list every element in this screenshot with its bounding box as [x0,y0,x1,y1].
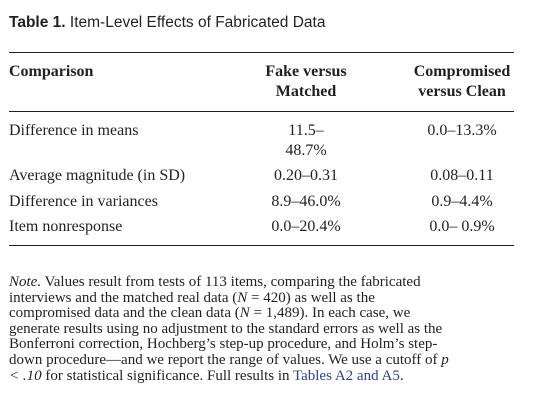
note-label: Note. [9,274,42,290]
table-bottom-rule [9,245,514,246]
cell-fake-difference-in-variances: 8.9–46.0% [271,193,341,210]
header-fake-line1: Fake versus [265,63,347,80]
cell-fake-difference-in-means-line2: 48.7% [285,142,327,159]
table-note: Note. Values result from tests of 113 it… [9,274,514,385]
row-label-item-nonresponse: Item nonresponse [9,218,123,235]
row-label-difference-in-means: Difference in means [9,122,139,139]
table-caption: Table 1. Item-Level Effects of Fabricate… [9,14,325,32]
note-line-6a: down procedure—and we report the range o… [9,351,442,368]
note-p-symbol: p [441,351,449,368]
note-line-5: Bonferroni correction, Hochberg’s step-u… [9,336,438,353]
note-line-7b: for statistical significance. Full resul… [41,367,293,384]
table-top-rule [9,52,514,53]
note-line-7c: . [399,367,404,384]
row-label-average-magnitude: Average magnitude (in SD) [9,167,186,184]
header-fake-versus-matched: Fake versus Matched [226,62,386,102]
table-header-rule [9,111,514,112]
note-line-4: generate results using no adjustment to … [9,320,443,337]
cell-comp-difference-in-variances: 0.9–4.4% [431,193,493,210]
note-line-1-text: Values result from tests of 113 items, c… [41,274,421,290]
cell-comp-average-magnitude: 0.08–0.11 [430,167,494,184]
note-line-6: down procedure—and we report the range o… [9,351,514,369]
cell-fake-item-nonresponse: 0.0–20.4% [271,218,341,235]
note-line-3: compromised data and the clean data (N =… [9,305,514,322]
note-n-symbol-2: N [239,305,250,322]
note-line-3a: compromised data and the clean data ( [9,305,240,322]
cell-fake-average-magnitude: 0.20–0.31 [274,167,338,184]
note-line-2b: = 420) as well as the [247,289,375,306]
header-comp-line2: versus Clean [418,83,506,100]
header-comparison: Comparison [9,63,94,80]
cell-comp-item-nonresponse: 0.0– 0.9% [429,218,495,235]
note-line-2a: interviews and the matched real data ( [9,289,238,306]
table-title: Item-Level Effects of Fabricated Data [69,14,326,31]
note-cutoff: < .10 [9,367,42,384]
header-compromised-versus-clean: Compromised versus Clean [382,62,537,102]
tables-a2-a5-link[interactable]: Tables A2 and A5 [292,367,400,384]
table-number: Table 1. [9,14,66,31]
note-line-2: interviews and the matched real data (N … [9,289,514,307]
header-comp-line1: Compromised [413,63,511,80]
cell-comp-difference-in-means: 0.0–13.3% [427,122,497,139]
row-label-difference-in-variances: Difference in variances [9,193,158,210]
cell-fake-difference-in-means-line1: 11.5– [288,122,324,139]
note-line-1: Note. Values result from tests of 113 it… [9,274,514,291]
cell-fake-difference-in-means: 11.5– 48.7% [226,121,386,161]
note-n-symbol-1: N [237,289,248,306]
note-line-7: < .10 for statistical significance. Full… [9,367,514,385]
note-line-3b: = 1,489). In each case, we [249,305,411,322]
header-fake-line2: Matched [275,83,337,100]
